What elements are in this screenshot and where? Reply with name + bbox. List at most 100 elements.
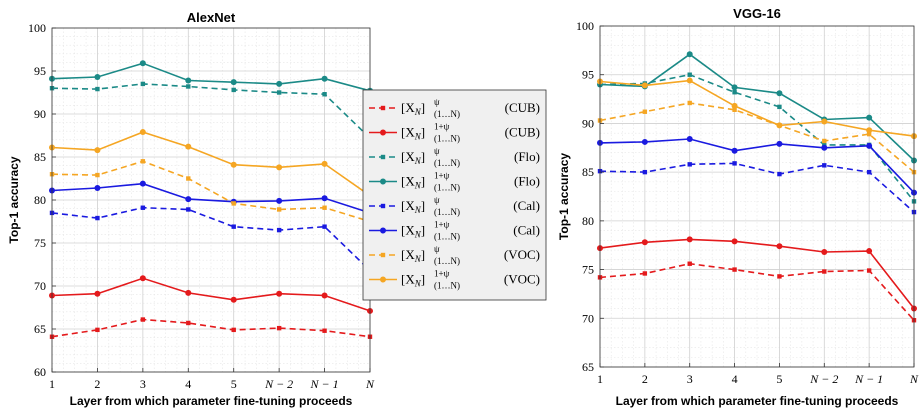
legend-swatch-marker — [380, 129, 386, 136]
series-point — [822, 138, 827, 144]
legend-label-sub: (1…N) — [434, 134, 460, 144]
series-point — [821, 249, 828, 256]
y-tick-label: 95 — [582, 68, 594, 82]
series-point — [186, 176, 191, 181]
y-tick-label: 100 — [28, 21, 46, 35]
legend-entry: [XN] 1+ψ (1…N) (VOC) — [369, 269, 540, 291]
legend-dataset-label: (Flo) — [514, 174, 540, 189]
series-line — [51, 318, 371, 338]
y-tick-label: 60 — [34, 365, 46, 379]
legend-label-sub: (1…N) — [434, 232, 460, 242]
series-point — [866, 169, 872, 175]
legend-label: [XN] — [401, 100, 425, 117]
series-line — [599, 238, 915, 309]
y-tick-label: 100 — [576, 19, 594, 33]
legend-label-sub: (1…N) — [434, 256, 460, 266]
series-point — [231, 224, 236, 229]
legend-entry: [XN] ψ (1…N) (Cal) — [369, 195, 540, 217]
y-tick-label: 75 — [34, 236, 46, 250]
x-tick-label: 2 — [94, 377, 100, 391]
series-point — [866, 114, 873, 121]
series-point — [866, 268, 872, 273]
series-point — [185, 289, 192, 296]
series-line — [599, 102, 915, 173]
legend-label: [XN] — [401, 272, 425, 289]
series-point — [139, 180, 146, 187]
series-point — [777, 104, 782, 110]
legend-label-sup: ψ — [434, 146, 440, 156]
x-axis-label: Layer from which parameter fine-tuning p… — [616, 394, 899, 408]
x-tick-label: N — [365, 377, 375, 391]
y-tick-label: 70 — [582, 311, 594, 325]
series-line — [51, 131, 371, 197]
x-tick-label: 5 — [231, 377, 237, 391]
series-point — [686, 136, 693, 143]
series-point — [276, 90, 282, 95]
x-tick-label: N − 2 — [809, 372, 838, 386]
chart-title: AlexNet — [187, 10, 236, 25]
series-line — [51, 62, 371, 92]
x-tick-label: N − 1 — [310, 377, 339, 391]
series-point — [230, 161, 237, 168]
series-point — [731, 84, 738, 91]
series-point — [641, 138, 648, 145]
series-point — [642, 169, 648, 175]
series-point — [866, 127, 873, 134]
y-tick-label: 85 — [34, 150, 46, 164]
series-line — [51, 277, 371, 312]
y-axis-label: Top-1 accuracy — [557, 153, 571, 240]
x-tick-label: N − 1 — [854, 372, 883, 386]
series-point — [321, 75, 328, 82]
series-line — [599, 262, 915, 321]
series-line — [599, 79, 915, 137]
legend-label-sub: (1…N) — [434, 281, 460, 291]
legend-label-sup: 1+ψ — [434, 220, 450, 230]
y-tick-label: 90 — [582, 116, 594, 130]
chart-vgg16: 65 70 75 80 85 90 95 100 1 2 3 4 5 N − 2 N − 1 N VGG-16 L… — [557, 6, 919, 408]
series-point — [186, 320, 191, 326]
series-point — [276, 164, 283, 171]
series-point — [687, 261, 692, 266]
series-point — [732, 90, 737, 95]
chart-alexnet: 60 65 70 75 80 85 90 95 100 1 2 3 4 5 N − 2 N − 1 N AlexN… — [7, 10, 375, 408]
series-point — [94, 74, 101, 81]
series-point — [140, 81, 146, 87]
series-point — [140, 205, 146, 210]
legend-label-sup: ψ — [434, 244, 440, 254]
series-point — [641, 82, 648, 89]
series-point — [276, 197, 283, 204]
x-tick-label: N − 2 — [264, 377, 293, 391]
legend-label-sub: (1…N) — [434, 158, 460, 168]
series-point — [185, 143, 192, 150]
y-tick-label: 90 — [34, 107, 46, 121]
series-point — [231, 201, 236, 206]
series-point — [686, 77, 693, 84]
series-point — [321, 160, 328, 167]
chart-title: VGG-16 — [733, 6, 781, 21]
legend-label-sup: 1+ψ — [434, 171, 450, 181]
series-point — [95, 172, 100, 178]
series-point — [776, 140, 783, 147]
series-point — [94, 147, 101, 154]
series-point — [139, 275, 146, 282]
legend-label: [XN] — [401, 223, 425, 240]
legend-label: [XN] — [401, 149, 425, 166]
legend-label-sup: ψ — [434, 195, 440, 205]
series-point — [276, 227, 282, 233]
series-point — [94, 184, 101, 191]
x-tick-label: 4 — [185, 377, 191, 391]
series-point — [230, 79, 237, 86]
x-tick-label: 3 — [140, 377, 146, 391]
series-point — [186, 207, 191, 212]
series-point — [686, 236, 693, 243]
x-tick-label: 2 — [642, 372, 648, 386]
legend-dataset-label: (Flo) — [514, 149, 540, 164]
x-tick-label: 5 — [776, 372, 782, 386]
x-tick-label: 4 — [732, 372, 738, 386]
legend-swatch-marker — [380, 178, 386, 185]
x-tick-label: 1 — [597, 372, 603, 386]
legend-label: [XN] — [401, 174, 425, 191]
series-point — [822, 269, 827, 274]
legend-label: [XN] — [401, 198, 425, 215]
y-tick-label: 65 — [34, 322, 46, 336]
